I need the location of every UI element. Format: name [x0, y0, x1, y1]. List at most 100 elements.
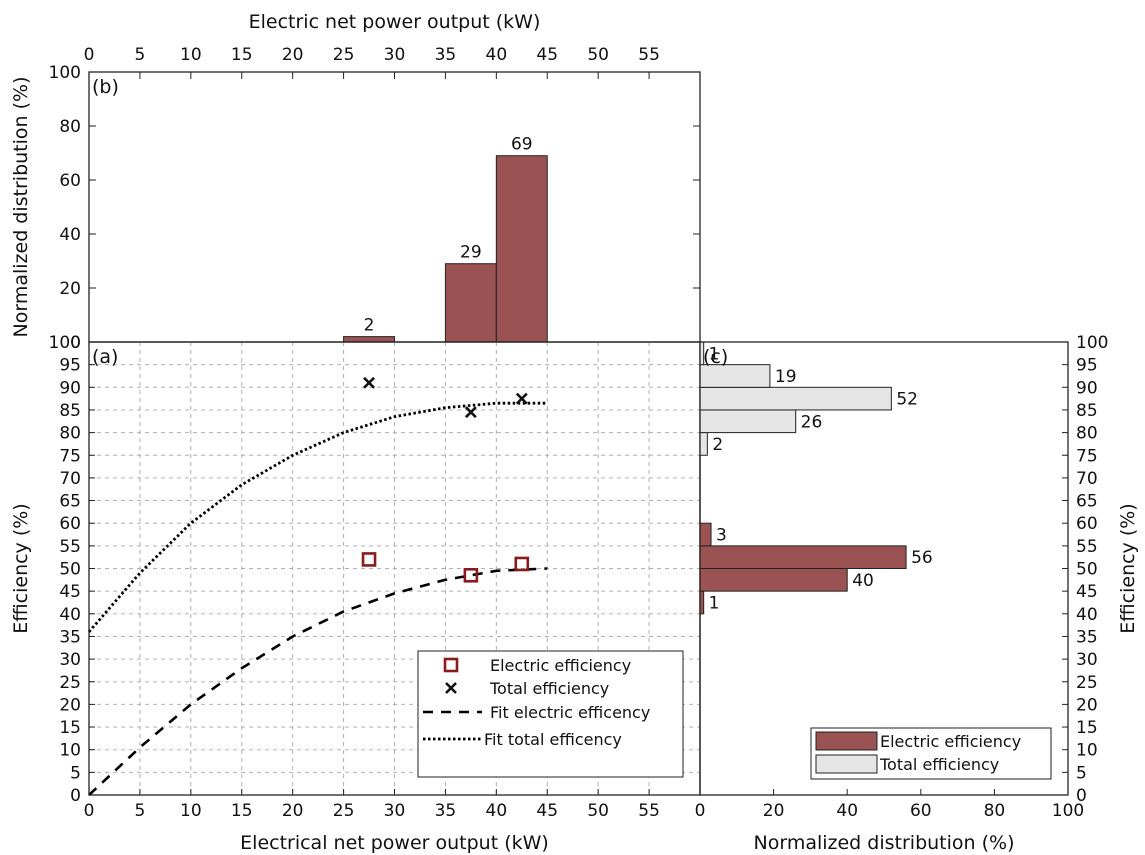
- x-tick-label: 15: [231, 801, 253, 821]
- y-axis-label: Normalized distribution (%): [10, 77, 32, 338]
- y-tick-label: 85: [59, 401, 81, 421]
- bar: [699, 409, 797, 434]
- x-tick-label: 5: [135, 801, 146, 821]
- y-tick-label: 95: [1076, 356, 1098, 376]
- y-tick-label: 0: [70, 333, 81, 353]
- y-tick-label: 75: [1076, 446, 1098, 466]
- y-tick-label: 20: [59, 279, 81, 299]
- x-tick-label: 50: [587, 801, 609, 821]
- fit-total-line: [87, 401, 548, 633]
- y-tick-label: 100: [1076, 333, 1108, 353]
- legend-label: Electric efficiency: [880, 732, 1021, 751]
- y-tick-label: 90: [1076, 378, 1098, 398]
- x-tick-label: 30: [384, 45, 406, 65]
- x-tick-label: 60: [910, 801, 932, 821]
- x-tick-label: 55: [638, 45, 660, 65]
- x-axis-label: Normalized distribution (%): [754, 832, 1015, 854]
- x-tick-label: 20: [282, 45, 304, 65]
- legend-cross-icon: [445, 682, 457, 694]
- x-tick-label: 35: [435, 45, 457, 65]
- bar: [699, 364, 771, 388]
- bar: [699, 522, 712, 547]
- x-tick-label: 0: [84, 45, 95, 65]
- y-tick-label: 65: [59, 492, 81, 512]
- y-tick-label: 60: [1076, 514, 1098, 534]
- x-tick-label: 35: [435, 801, 457, 821]
- y-tick-label: 25: [59, 673, 81, 693]
- y-tick-label: 75: [59, 446, 81, 466]
- legend-swatch: [815, 731, 878, 751]
- bar: [699, 386, 892, 411]
- panel-letter: (b): [92, 76, 119, 98]
- electric-efficiency-point: [463, 567, 479, 583]
- y-tick-label: 55: [59, 537, 81, 557]
- y-tick-label: 80: [59, 117, 81, 137]
- bar-label: 1: [709, 344, 720, 364]
- y-tick-label: 5: [70, 763, 81, 783]
- y-tick-label: 40: [59, 225, 81, 245]
- bar: [343, 336, 396, 343]
- bar-label: 1: [709, 593, 720, 613]
- bar-label: 52: [896, 390, 918, 410]
- y-tick-label: 100: [49, 63, 81, 83]
- panel-letter: (c): [703, 346, 728, 368]
- legend-label: Fit total efficency: [484, 730, 622, 749]
- electric-efficiency-point: [361, 552, 377, 567]
- y-tick-label: 20: [1076, 695, 1098, 715]
- x-tick-label: 15: [231, 45, 253, 65]
- x-tick-label: 40: [486, 45, 508, 65]
- bar-label: 56: [911, 548, 933, 568]
- x-tick-label: 20: [763, 801, 785, 821]
- x-tick-label: 5: [135, 45, 146, 65]
- bar: [444, 263, 497, 343]
- legend-label: Fit electric efficency: [490, 703, 650, 722]
- y-tick-label: 90: [59, 378, 81, 398]
- x-tick-label: 0: [695, 801, 706, 821]
- bar: [699, 432, 708, 456]
- y-tick-label: 35: [59, 627, 81, 647]
- bar: [495, 155, 548, 343]
- legend-swatch: [815, 754, 878, 774]
- y-tick-label: 40: [1076, 605, 1098, 625]
- y-tick-label: 35: [1076, 627, 1098, 647]
- bar-label: 29: [460, 243, 482, 263]
- bar-label: 2: [712, 435, 723, 455]
- x-tick-label: 45: [536, 801, 558, 821]
- plot-frame: [88, 71, 701, 343]
- y-tick-label: 0: [1076, 786, 1087, 806]
- x-tick-label: 10: [180, 45, 202, 65]
- y-tick-label: 85: [1076, 401, 1098, 421]
- y-tick-label: 30: [1076, 650, 1098, 670]
- y-tick-label: 70: [59, 469, 81, 489]
- x-tick-label: 25: [333, 45, 355, 65]
- x-tick-label: 55: [638, 801, 660, 821]
- total-efficiency-point: [515, 392, 528, 405]
- x-tick-label: 40: [486, 801, 508, 821]
- panel-a-scatter: 0510152025303540455055606570758085909510…: [10, 333, 701, 854]
- y-tick-label: 20: [59, 695, 81, 715]
- panel-letter: (a): [92, 346, 118, 368]
- total-efficiency-point: [363, 376, 375, 389]
- legend-square-icon: [443, 657, 459, 673]
- legend: Electric efficiency Total efficiency: [810, 727, 1052, 780]
- x-tick-label: 10: [180, 801, 202, 821]
- bar-label: 2: [364, 316, 375, 336]
- x-tick-label: 0: [84, 801, 95, 821]
- legend-label: Electric efficiency: [490, 656, 631, 675]
- y-tick-label: 30: [59, 650, 81, 670]
- legend: Electric efficiency Total efficiency Fit e…: [417, 650, 684, 778]
- y-tick-label: 60: [59, 514, 81, 534]
- y-tick-label: 95: [59, 356, 81, 376]
- x-tick-label: 25: [333, 801, 355, 821]
- y-tick-label: 5: [1076, 763, 1087, 783]
- y-tick-label: 50: [59, 560, 81, 580]
- bar-label: 19: [775, 367, 797, 387]
- total-efficiency-point: [464, 406, 477, 419]
- y-tick-label: 40: [59, 605, 81, 625]
- y-tick-label: 0: [70, 786, 81, 806]
- y-tick-label: 45: [1076, 582, 1098, 602]
- bar-label: 26: [801, 412, 823, 432]
- y-tick-label: 55: [1076, 537, 1098, 557]
